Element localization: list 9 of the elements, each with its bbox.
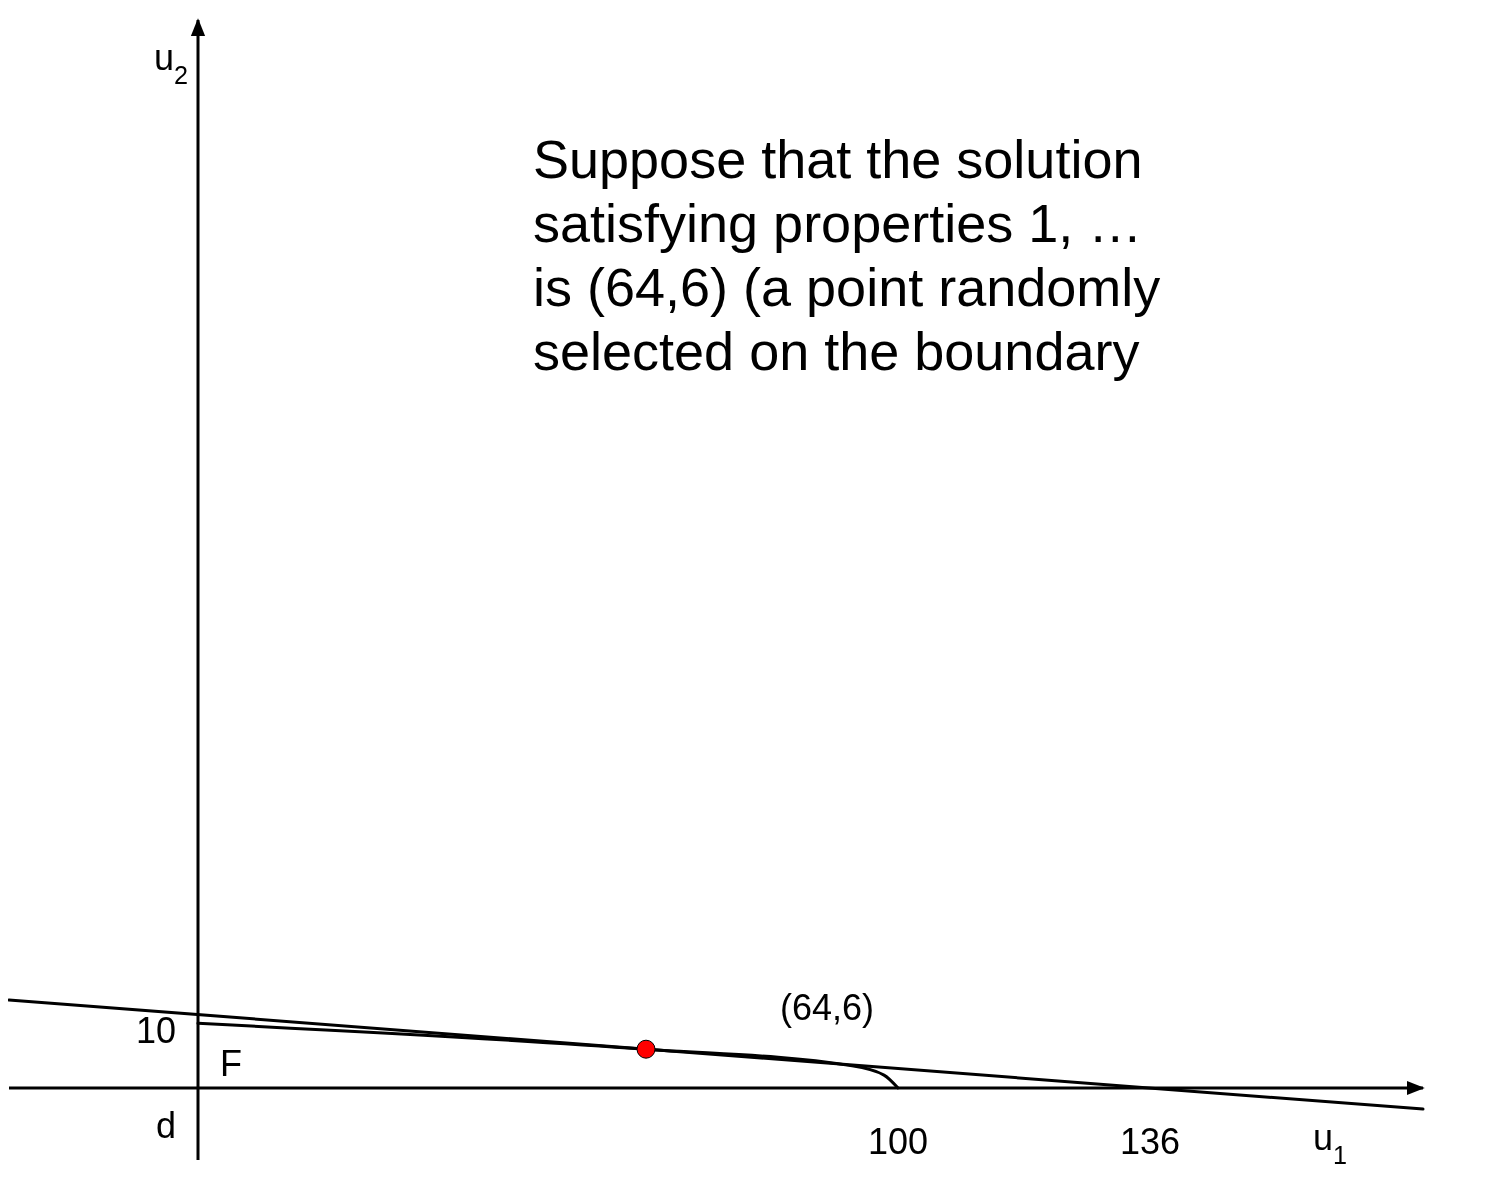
annotation: F: [220, 1043, 242, 1084]
x-axis-title: u$_{1}$: [1313, 1117, 1348, 1169]
text: u$_{2}$: [153, 37, 188, 89]
chart-title: Suppose that the solution satisfying properties 1, … is (64,6) (a point randomly selected on the boundary: [533, 129, 1161, 381]
annotation: d: [155, 1105, 176, 1146]
annotation: (64,6): [780, 987, 875, 1028]
annotation: 10: [135, 1010, 176, 1051]
x-tick-label: 136: [1119, 1121, 1181, 1162]
x-tick-label: 100: [867, 1121, 929, 1162]
